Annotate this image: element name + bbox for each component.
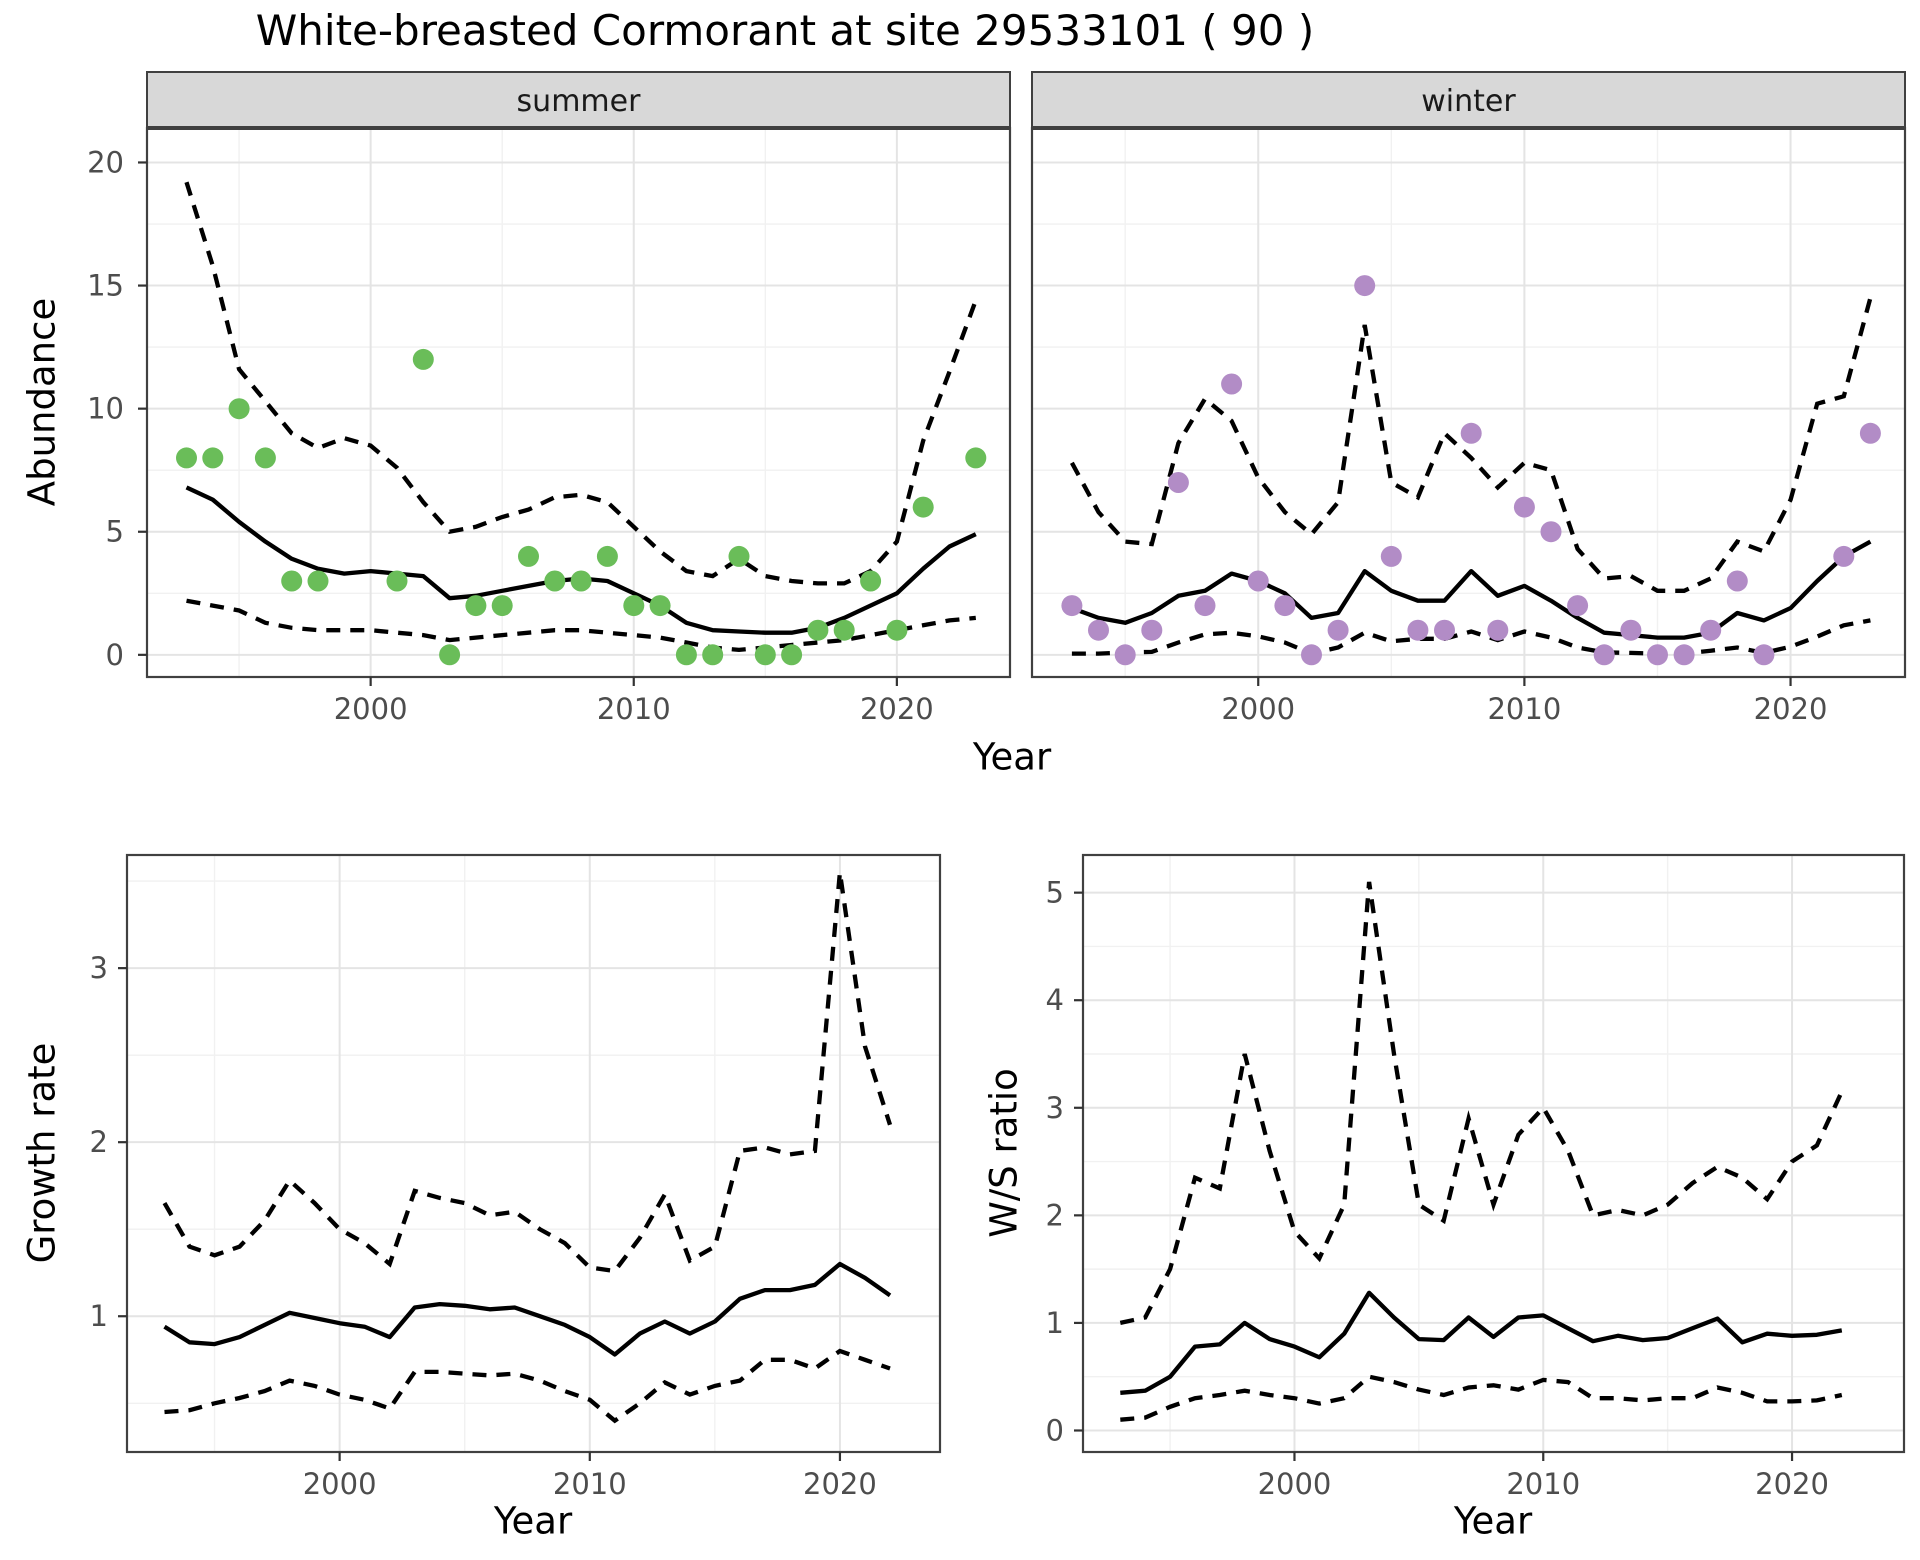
svg-text:2010: 2010 — [597, 692, 671, 726]
svg-text:2: 2 — [90, 1125, 108, 1159]
svg-text:2020: 2020 — [1755, 1467, 1829, 1501]
svg-text:4: 4 — [1046, 983, 1064, 1017]
svg-text:2010: 2010 — [1506, 1467, 1580, 1501]
x-axis-label-year-bottom-left: Year — [493, 1499, 573, 1543]
x-axis-label-year-bottom-right: Year — [1453, 1499, 1533, 1543]
ci-upper-line — [1119, 881, 1844, 1326]
median-line — [1071, 539, 1872, 640]
svg-text:5: 5 — [106, 515, 124, 549]
svg-text:2010: 2010 — [553, 1467, 627, 1501]
svg-text:15: 15 — [87, 269, 124, 303]
svg-text:1: 1 — [90, 1299, 108, 1333]
svg-text:3: 3 — [90, 951, 108, 985]
median-line — [163, 1261, 892, 1357]
svg-text:2000: 2000 — [334, 692, 408, 726]
page-title: White-breasted Cormorant at site 2953310… — [255, 6, 1315, 55]
svg-text:20: 20 — [87, 145, 124, 179]
panel-abundance-winter: 2000 2010 2020 winter — [1030, 71, 1907, 726]
ci-upper-line — [184, 181, 978, 586]
ci-upper-line — [1070, 297, 1873, 593]
svg-text:2020: 2020 — [860, 692, 934, 726]
facet-strip-summer: summer — [146, 71, 1011, 130]
svg-text:2000: 2000 — [303, 1467, 377, 1501]
svg-text:2010: 2010 — [1487, 692, 1561, 726]
svg-text:2000: 2000 — [1221, 692, 1295, 726]
median-line — [1120, 1290, 1843, 1395]
svg-text:5: 5 — [1046, 876, 1064, 910]
svg-text:winter: winter — [1421, 84, 1516, 119]
y-axis-label-ws-ratio: W/S ratio — [982, 1068, 1026, 1238]
svg-text:0: 0 — [1046, 1413, 1064, 1447]
svg-text:2020: 2020 — [1754, 692, 1828, 726]
ci-lower-line — [1120, 1374, 1843, 1422]
svg-text:10: 10 — [87, 392, 124, 426]
y-axis-label-abundance: Abundance — [20, 297, 64, 507]
y-axis-label-growth-rate: Growth rate — [20, 1042, 64, 1264]
ci-lower-line — [164, 1348, 891, 1424]
svg-text:1: 1 — [1046, 1306, 1064, 1340]
svg-text:2: 2 — [1046, 1198, 1064, 1232]
svg-text:summer: summer — [517, 84, 642, 119]
observation-points — [1061, 275, 1881, 666]
ci-upper-line — [162, 872, 893, 1274]
facet-strip-winter: winter — [1031, 71, 1906, 130]
svg-text:2000: 2000 — [1258, 1467, 1332, 1501]
panel-ws-ratio: 2000 2010 2020 0 1 2 3 4 5 — [1046, 853, 1906, 1501]
svg-text:0: 0 — [106, 638, 124, 672]
svg-text:2020: 2020 — [803, 1467, 877, 1501]
svg-text:3: 3 — [1046, 1091, 1064, 1125]
panel-abundance-summer: 2000 2010 2020 0 5 10 15 20 summer — [87, 71, 1012, 726]
x-axis-label-year-top: Year — [972, 735, 1052, 779]
observation-points — [176, 348, 987, 666]
panel-growth-rate: 2000 2010 2020 1 2 3 — [90, 853, 942, 1501]
ci-lower-line — [1071, 618, 1871, 656]
